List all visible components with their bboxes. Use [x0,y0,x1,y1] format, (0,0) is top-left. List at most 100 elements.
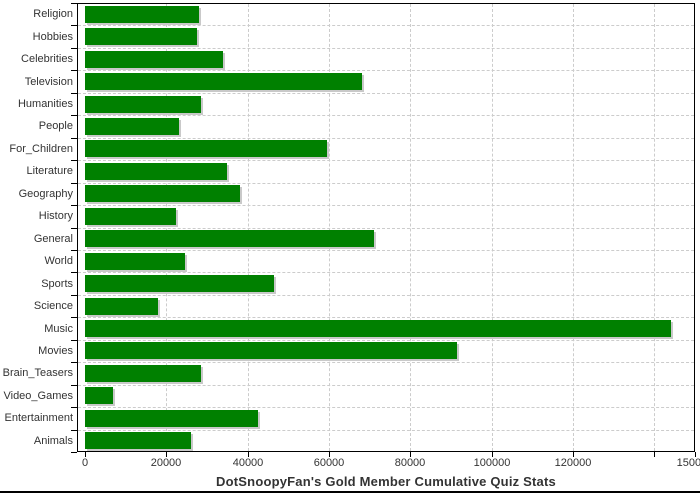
bar-sports [85,275,274,293]
y-axis-tick [71,340,77,341]
chart-title: DotSnoopyFan's Gold Member Cumulative Qu… [216,474,556,489]
x-axis-tick-label: 120000 [554,457,592,469]
category-gridline [78,47,694,49]
bar-world [85,252,185,270]
x-axis-tick-label: 40000 [232,457,264,469]
category-gridline [78,92,694,94]
y-axis-label: People [38,120,73,132]
plot-area-border [77,3,695,452]
y-axis-tick [71,272,77,273]
y-axis-label: Geography [18,188,73,200]
bar-music [85,320,671,338]
y-axis-tick [71,228,77,229]
bar-hobbies [85,28,197,46]
y-axis-tick [71,160,77,161]
bar-geography [85,185,240,203]
y-axis-label: Religion [33,8,73,20]
x-axis-tick-label: 20000 [150,457,182,469]
bar-for_children [85,140,327,158]
x-axis-tick [573,452,574,457]
x-axis-tick [654,452,655,457]
category-gridline [78,249,694,251]
y-axis-label: Brain_Teasers [2,367,73,379]
x-axis-tick [695,452,696,457]
y-axis-label: Sports [41,278,73,290]
bar-literature [85,162,227,180]
category-gridline [78,182,694,184]
bar-brain_teasers [85,364,201,382]
category-gridline [78,227,694,229]
y-axis-tick [71,48,77,49]
bar-celebrities [85,50,223,68]
y-axis-label: History [38,210,73,222]
y-axis-label: Video_Games [3,390,73,402]
bar-television [85,73,362,91]
x-axis-tick [410,452,411,457]
category-gridline [78,160,694,162]
y-axis-tick [71,115,77,116]
bar-animals [85,432,191,450]
y-axis-tick [71,70,77,71]
bar-humanities [85,95,201,113]
bar-people [85,117,179,135]
y-axis-tick [71,385,77,386]
x-axis-tick-label: 80000 [394,457,426,469]
category-gridline [78,25,694,27]
y-axis-tick [71,25,77,26]
x-axis-tick [329,452,330,457]
x-axis-tick [166,452,167,457]
x-axis-tick-label: 150000 [676,457,700,469]
y-axis-tick [71,183,77,184]
y-axis-label: Music [44,323,73,335]
bar-general [85,230,374,248]
y-axis-tick [71,138,77,139]
y-axis-tick [71,205,77,206]
y-axis-label: Hobbies [32,31,73,43]
y-axis-tick [71,362,77,363]
x-axis-tick-label: 100000 [473,457,511,469]
category-gridline [78,272,694,274]
x-axis-tick [492,452,493,457]
y-axis-label: For_Children [9,143,73,155]
category-gridline [78,429,694,431]
y-axis-tick [71,3,77,4]
category-gridline [78,294,694,296]
y-axis-label: Humanities [17,98,73,110]
bar-religion [85,5,199,23]
y-axis-label: Animals [33,435,73,447]
x-axis-tick [85,452,86,457]
category-gridline [78,115,694,117]
category-gridline [78,339,694,341]
y-axis-label: Entertainment [4,412,73,424]
category-gridline [78,384,694,386]
bar-science [85,297,158,315]
category-gridline [78,362,694,364]
y-axis-label: Celebrities [21,53,73,65]
y-axis-tick [71,317,77,318]
y-axis-tick [71,250,77,251]
y-axis-tick [71,430,77,431]
x-axis-tick [248,452,249,457]
bar-entertainment [85,409,258,427]
y-axis-label: Literature [26,165,73,177]
category-gridline [78,137,694,139]
y-axis-tick [71,452,77,453]
category-gridline [78,317,694,319]
y-axis-tick [71,407,77,408]
y-axis-label: Television [24,76,73,88]
y-axis-label: General [33,233,73,245]
y-axis-tick [71,295,77,296]
y-axis-tick [71,93,77,94]
x-axis-tick-label: 60000 [313,457,345,469]
category-gridline [78,205,694,207]
category-gridline [78,70,694,72]
category-gridline [78,407,694,409]
x-axis-tick-label: 0 [81,457,89,469]
bottom-border-line [0,491,700,493]
y-axis-label: Movies [38,345,73,357]
y-axis-label: Science [33,300,73,312]
bar-video_games [85,387,113,405]
bar-history [85,207,176,225]
bar-movies [85,342,457,360]
